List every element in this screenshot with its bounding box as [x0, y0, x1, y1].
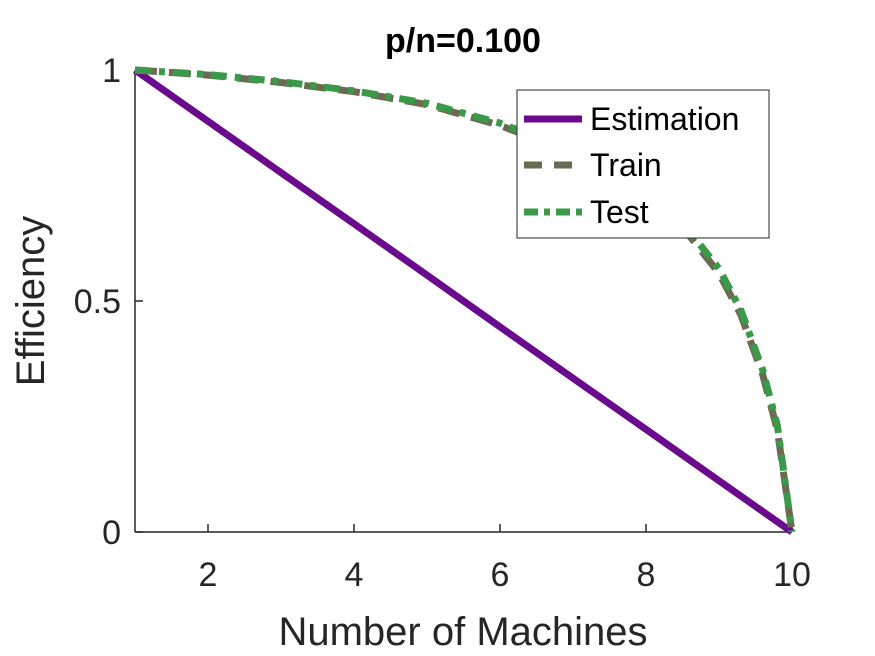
legend-label: Estimation [590, 101, 739, 137]
x-tick-label: 8 [637, 556, 656, 594]
x-tick-label: 6 [491, 556, 510, 594]
axis-ticks: 2 4 6 8 10 0 0.5 1 [74, 52, 811, 594]
legend-label: Test [590, 194, 649, 230]
x-tick-label: 10 [773, 556, 811, 594]
y-axis-label: Efficiency [9, 216, 53, 386]
legend: Estimation Train Test [516, 89, 770, 239]
y-tick-label: 1 [102, 52, 121, 90]
chart-title: p/n=0.100 [385, 22, 541, 60]
series-line-estimation [132, 67, 795, 535]
x-tick-label: 4 [345, 556, 364, 594]
x-axis-label: Number of Machines [278, 610, 647, 654]
series-line-test [134, 66, 796, 533]
legend-label: Train [590, 147, 662, 183]
y-tick-label: 0.5 [74, 283, 121, 321]
x-tick-label: 2 [199, 556, 218, 594]
y-tick-label: 0 [102, 514, 121, 552]
